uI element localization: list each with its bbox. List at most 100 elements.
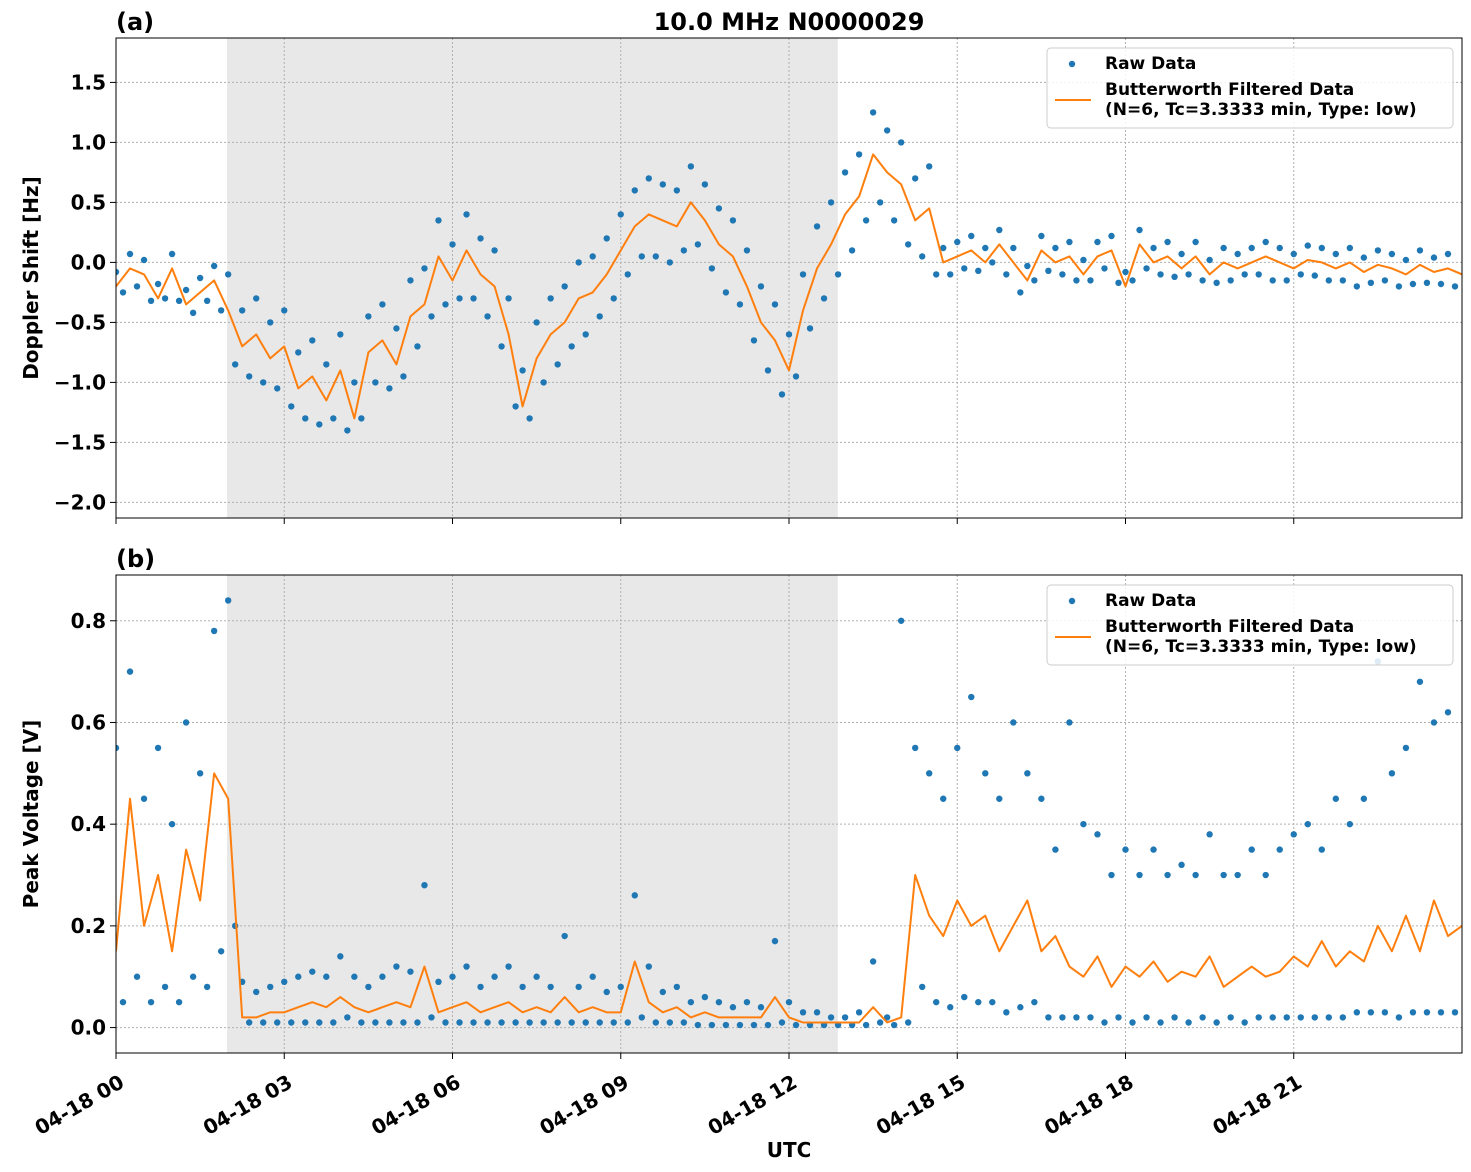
raw-point [652,253,660,260]
raw-point [1367,1009,1375,1016]
x-tick-label: 04-18 18 [1040,1070,1138,1140]
raw-point [827,1014,835,1021]
x-tick-label: 04-18 03 [199,1070,297,1140]
raw-point [358,1019,365,1026]
raw-point [302,415,309,422]
raw-point [491,973,498,980]
raw-point [729,217,737,224]
raw-point [947,271,954,278]
raw-point [883,1014,891,1021]
raw-point [203,983,211,991]
raw-point [890,1021,898,1029]
raw-point [610,295,617,302]
filtered-line [116,772,1462,1024]
raw-point [1304,820,1311,828]
raw-point [841,1014,849,1021]
raw-point [982,244,989,252]
raw-point [547,983,554,991]
raw-point [253,988,260,996]
raw-point [596,1019,603,1026]
raw-point [989,259,996,266]
raw-point [1346,244,1354,252]
raw-point [841,169,849,176]
raw-point [154,280,162,288]
raw-point [1164,238,1171,246]
raw-point [1395,283,1403,290]
raw-point [933,271,940,278]
legend-box [1046,47,1454,129]
raw-point [161,295,169,302]
raw-point [617,983,624,991]
raw-point [442,301,449,308]
raw-point [1255,1014,1262,1021]
raw-point [855,151,863,158]
panel: 0.0 0.2 0.4 0.6 0.8 04-18 00 04-18 03 04-18 06 0… [19,545,1463,1162]
raw-point [1353,1009,1361,1016]
raw-point [897,139,905,146]
shaded-span [227,38,838,518]
raw-point [778,391,786,398]
raw-point [1234,871,1241,879]
legend-box [1046,584,1454,666]
raw-point [386,385,393,392]
raw-point [743,998,751,1006]
raw-point [1381,1009,1389,1016]
raw-point [1199,277,1206,284]
raw-point [547,295,554,302]
raw-point [175,998,183,1006]
raw-point [1143,1014,1150,1021]
raw-point [386,1019,393,1026]
raw-point [116,744,120,752]
raw-point [617,211,624,218]
raw-point [1052,244,1059,252]
raw-point [680,1019,688,1026]
raw-point [1416,678,1424,685]
raw-point [140,795,148,802]
raw-point [1101,265,1108,272]
plot-area [116,109,1462,434]
raw-point [358,415,365,422]
raw-point [1276,244,1283,252]
raw-point [351,973,358,980]
raw-point [449,973,456,980]
raw-point [862,217,870,224]
raw-point [575,983,582,991]
raw-point [561,932,568,940]
raw-point [1185,1019,1192,1026]
raw-point [1038,795,1045,802]
raw-point [1360,795,1368,802]
raw-point [575,259,582,266]
y-tick-label: 0.8 [71,609,106,633]
raw-point [659,181,667,188]
raw-point [1185,271,1192,278]
raw-point [463,963,470,970]
raw-point [968,693,975,701]
raw-point [926,163,933,170]
raw-point [245,1019,253,1026]
raw-point [1262,871,1269,879]
raw-point [1136,226,1143,234]
raw-point [687,998,695,1006]
raw-point [1087,277,1094,284]
raw-point [1017,1004,1024,1011]
raw-point [722,289,730,296]
raw-point [1045,267,1052,274]
raw-point [1444,250,1452,258]
raw-point [1192,871,1199,879]
raw-point [540,379,547,386]
raw-point [596,313,603,320]
y-tick-label: 0.5 [71,190,106,214]
raw-point [666,1019,674,1026]
raw-point [1080,820,1087,828]
raw-point [954,744,961,752]
raw-point [351,379,358,386]
raw-point [400,1019,407,1026]
raw-point [862,1021,870,1029]
panel-label: (a) [116,8,154,36]
raw-point [1143,265,1150,272]
raw-point [260,379,267,386]
x-tick-label: 04-18 00 [31,1070,129,1140]
raw-point [407,277,414,284]
raw-point [757,1004,765,1011]
raw-point [1066,238,1073,246]
